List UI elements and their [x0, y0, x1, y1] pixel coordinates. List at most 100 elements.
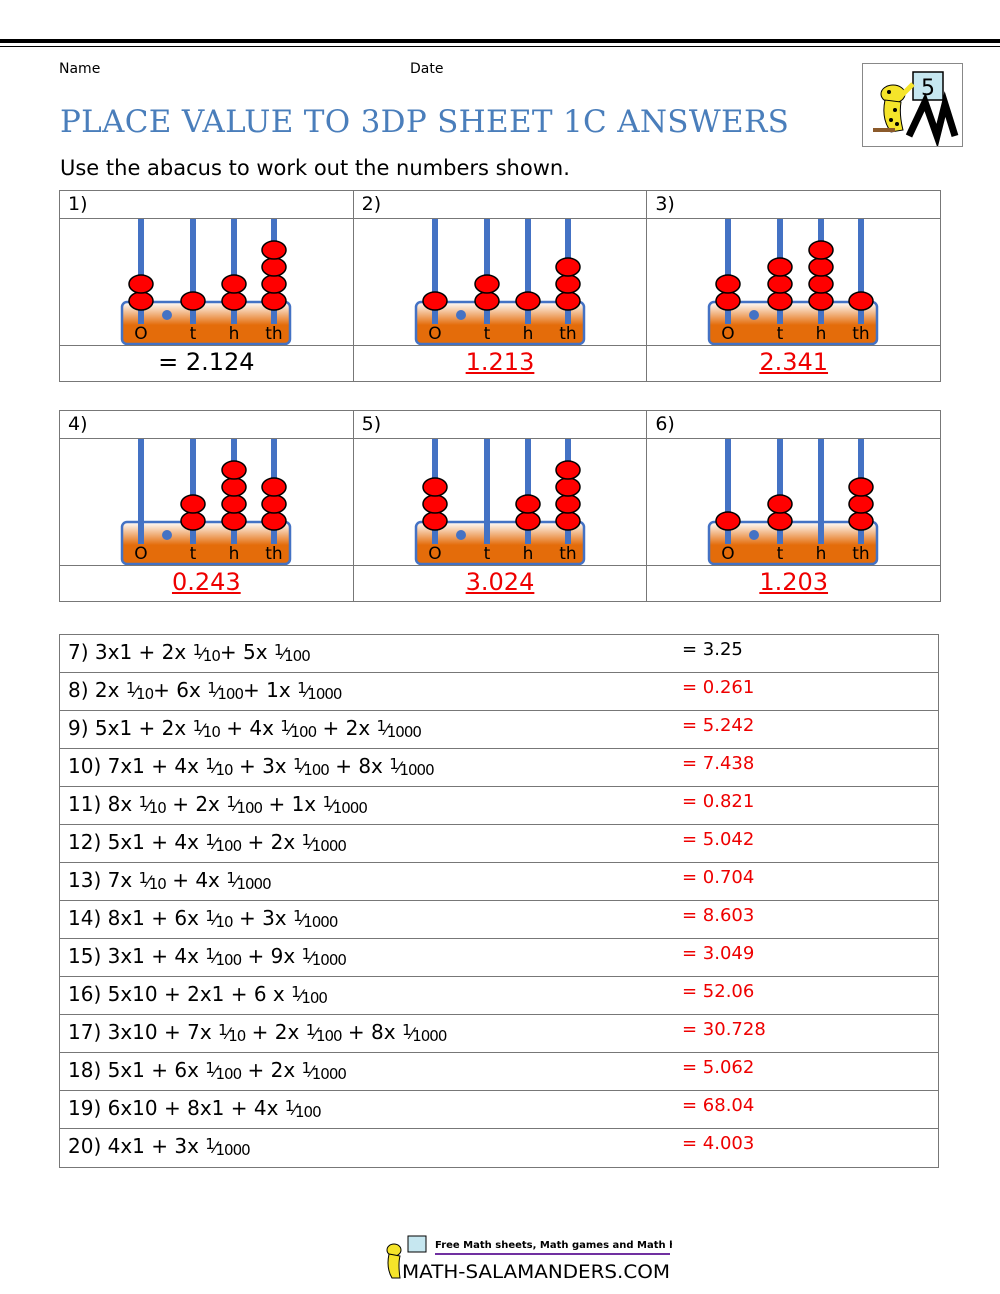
fraction: 1⁄1000 [376, 717, 422, 741]
problem-answer: = 0.704 [682, 867, 755, 888]
abacus-bead [808, 257, 835, 277]
problem-expression: 9) 5x1 + 2x 1⁄10 + 4x 1⁄100 + 2x 1⁄1000 [68, 716, 422, 741]
problem-row: 18) 5x1 + 6x 1⁄100 + 2x 1⁄1000 = 5.062 [60, 1053, 938, 1091]
fraction: 1⁄100 [293, 755, 330, 779]
fraction: 1⁄100 [205, 1059, 242, 1083]
abacus-bead [554, 274, 581, 294]
abacus-bead [261, 291, 287, 311]
problem-expression: 10) 7x1 + 4x 1⁄10 + 3x 1⁄100 + 8x 1⁄1000 [68, 754, 435, 779]
salamander-logo: 5 [862, 63, 963, 149]
abacus-bead [514, 511, 541, 531]
footer-logo: Free Math sheets, Math games and Math he… [380, 1234, 694, 1284]
fraction: 1⁄1000 [301, 945, 347, 969]
problem-answer: = 68.04 [682, 1095, 755, 1116]
expression-text: + 2x [241, 830, 302, 854]
fraction: 1⁄1000 [322, 793, 367, 817]
place-label-t: t [190, 544, 197, 564]
problem-expression: 7) 3x1 + 2x 1⁄10+ 5x 1⁄100 [68, 640, 311, 665]
abacus-rod [190, 439, 196, 544]
fraction: 1⁄100 [205, 831, 242, 855]
expression-text: 12) 5x1 + 4x [68, 830, 206, 854]
svg-text:5: 5 [921, 76, 935, 101]
problem-row: 12) 5x1 + 4x 1⁄100 + 2x 1⁄1000 = 5.042 [60, 825, 938, 863]
fraction: 1⁄100 [207, 679, 244, 703]
answer: 1.203 [759, 568, 829, 596]
expression-text: 20) 4x1 + 3x [68, 1134, 206, 1158]
answer: 2.341 [759, 348, 829, 376]
abacus-bead [767, 494, 794, 514]
problem-row: 17) 3x10 + 7x 1⁄10 + 2x 1⁄100 + 8x 1⁄100… [60, 1015, 938, 1053]
expression-text: + 4x [165, 868, 227, 892]
place-label-t: t [483, 324, 490, 344]
place-label-th: th [853, 544, 870, 564]
fraction: 1⁄1000 [389, 755, 434, 779]
answer: = 2.124 [158, 348, 255, 376]
question-number: 2) [353, 191, 647, 219]
problem-row: 8) 2x 1⁄10+ 6x 1⁄100+ 1x 1⁄1000 = 0.261 [60, 673, 938, 711]
abacus-bead [848, 291, 875, 311]
abacus-dot [455, 310, 466, 320]
instructions: Use the abacus to work out the numbers s… [60, 156, 570, 180]
problem-expression: 8) 2x 1⁄10+ 6x 1⁄100+ 1x 1⁄1000 [68, 678, 342, 703]
place-label-O: O [134, 544, 147, 564]
abacus-bead [180, 511, 206, 531]
fraction: 1⁄1000 [293, 907, 338, 931]
place-label-th: th [559, 324, 576, 344]
expression-text: + 2x [241, 1058, 302, 1082]
problem-expression: 17) 3x10 + 7x 1⁄10 + 2x 1⁄100 + 8x 1⁄100… [68, 1020, 447, 1045]
place-label-h: h [522, 324, 533, 344]
place-label-h: h [229, 544, 240, 564]
place-label-t: t [777, 324, 784, 344]
fraction: 1⁄100 [273, 641, 311, 665]
fraction: 1⁄10 [125, 679, 154, 703]
abacus-bead [261, 257, 287, 277]
abacus-bead [767, 257, 794, 277]
expression-text: + 3x [232, 754, 293, 778]
place-label-th: th [265, 544, 282, 564]
expression-text: + 1x [243, 678, 298, 702]
problem-answer: = 52.06 [682, 981, 755, 1002]
abacus-bead [808, 240, 835, 260]
abacus-bead [473, 274, 500, 294]
abacus-rod [190, 219, 196, 324]
expression-text: + 5x [219, 640, 274, 664]
abacus-bead [421, 494, 448, 514]
abacus-bead [261, 240, 287, 260]
abacus-bead [421, 477, 448, 497]
page-title: PLACE VALUE TO 3DP SHEET 1C ANSWERS [60, 104, 790, 140]
abacus-bead [421, 291, 448, 311]
problem-expression: 11) 8x 1⁄10 + 2x 1⁄100 + 1x 1⁄1000 [68, 792, 368, 817]
abacus-bead [128, 274, 154, 294]
abacus-bead [554, 511, 581, 531]
abacus-rod [231, 219, 237, 324]
abacus-rod [483, 439, 490, 544]
problem-expression: 14) 8x1 + 6x 1⁄10 + 3x 1⁄1000 [68, 906, 338, 931]
question-number: 3) [647, 191, 941, 219]
place-label-th: th [853, 324, 870, 344]
fraction: 1⁄100 [291, 983, 328, 1007]
problem-expression: 12) 5x1 + 4x 1⁄100 + 2x 1⁄1000 [68, 830, 347, 855]
expression-text: + 4x [219, 716, 281, 740]
abacus-bead [261, 494, 287, 514]
fraction: 1⁄1000 [205, 1135, 250, 1159]
problem-answer: = 0.821 [682, 791, 755, 812]
abacus-rod [777, 439, 784, 544]
problem-answer: = 0.261 [682, 677, 755, 698]
fraction: 1⁄1000 [297, 679, 342, 703]
abacus-bead [554, 477, 581, 497]
abacus-dot [162, 310, 172, 320]
abacus-bead [554, 460, 581, 480]
abacus-bead [180, 494, 206, 514]
abacus-bead [767, 274, 794, 294]
abacus-bead [848, 494, 875, 514]
problem-answer: = 5.242 [682, 715, 755, 736]
